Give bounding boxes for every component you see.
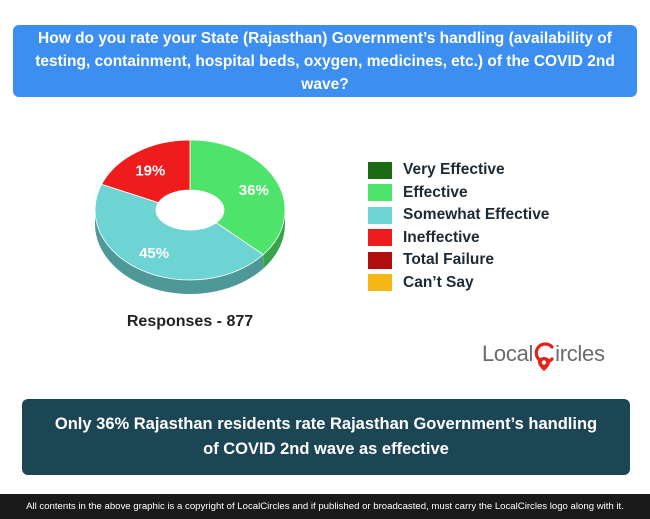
conclusion-text: Only 36% Rajasthan residents rate Rajast… bbox=[54, 415, 598, 458]
footer-text: All contents in the above graphic is a c… bbox=[26, 501, 624, 512]
conclusion-banner: Only 36% Rajasthan residents rate Rajast… bbox=[22, 399, 630, 475]
legend-item: Can’t Say bbox=[368, 272, 549, 295]
legend-label: Total Failure bbox=[403, 251, 495, 269]
legend-swatch bbox=[368, 161, 392, 179]
logo-text-local: Local bbox=[482, 341, 534, 366]
legend-item: Effective bbox=[368, 182, 549, 205]
donut-hole bbox=[156, 190, 224, 230]
legend-swatch bbox=[368, 229, 392, 247]
legend-item: Total Failure bbox=[368, 249, 549, 272]
question-banner: How do you rate your State (Rajasthan) G… bbox=[13, 25, 637, 97]
donut-chart: 36% 45% 19% bbox=[94, 139, 286, 294]
data-labels: 36% 45% 19% bbox=[135, 162, 268, 262]
question-text: How do you rate your State (Rajasthan) G… bbox=[35, 29, 615, 93]
data-label-2: 45% bbox=[139, 245, 169, 262]
logo-mark-icon bbox=[533, 340, 555, 371]
legend-item: Ineffective bbox=[368, 227, 549, 250]
legend-label: Ineffective bbox=[403, 228, 480, 246]
donut-side-2 bbox=[95, 210, 264, 294]
legend-label: Very Effective bbox=[403, 161, 505, 179]
legend-label: Effective bbox=[403, 183, 468, 201]
chart-legend: Very Effective Effective Somewhat Effectiv… bbox=[368, 159, 549, 294]
data-label-1: 36% bbox=[239, 182, 269, 199]
legend-label: Can’t Say bbox=[403, 273, 474, 291]
localcircles-logo: Local ircles bbox=[482, 340, 605, 371]
legend-item: Very Effective bbox=[368, 159, 549, 182]
legend-item: Somewhat Effective bbox=[368, 204, 549, 227]
legend-label: Somewhat Effective bbox=[403, 206, 550, 224]
responses-count: Responses - 877 bbox=[126, 313, 254, 330]
legend-swatch bbox=[368, 274, 392, 292]
legend-swatch bbox=[368, 206, 392, 224]
legend-swatch bbox=[368, 184, 392, 202]
legend-swatch bbox=[368, 251, 392, 269]
logo-text-ircles: ircles bbox=[555, 341, 605, 366]
donut-side-1 bbox=[263, 210, 285, 269]
data-label-3: 19% bbox=[135, 162, 165, 179]
copyright-footer: All contents in the above graphic is a c… bbox=[0, 494, 650, 519]
donut-side bbox=[95, 210, 285, 294]
